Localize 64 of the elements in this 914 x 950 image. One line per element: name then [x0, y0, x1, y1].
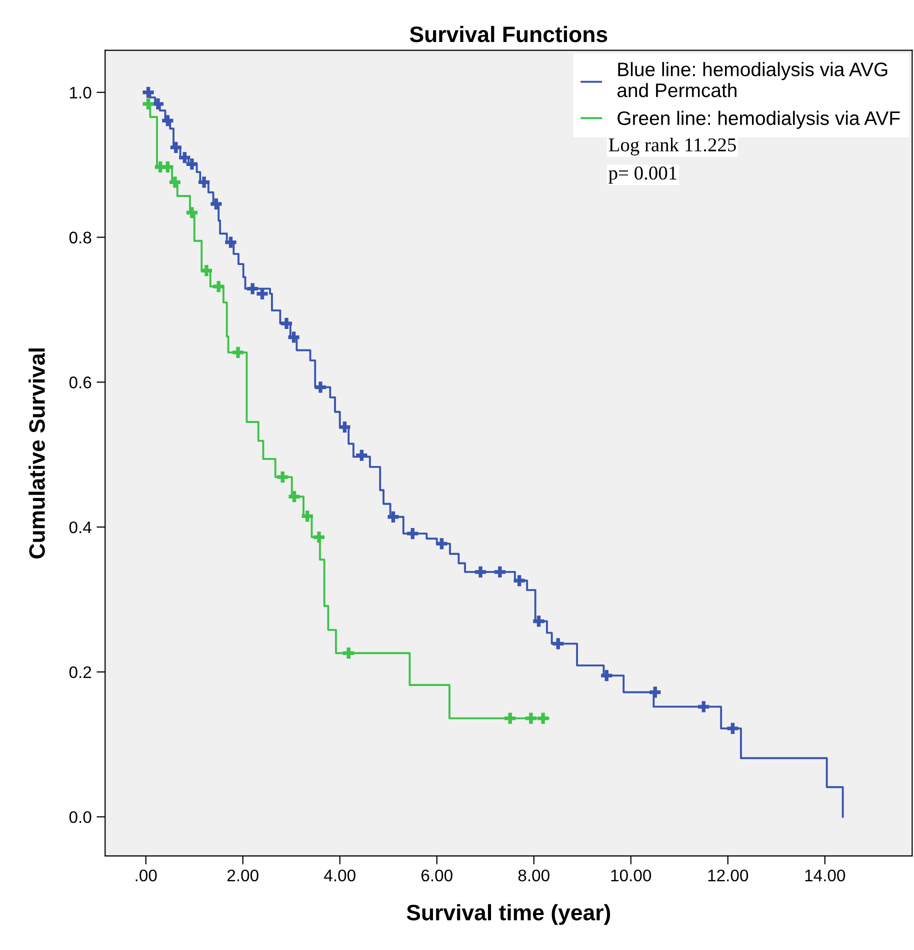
x-tick-label: 14.00 [805, 870, 846, 882]
point [698, 701, 710, 712]
point [256, 288, 268, 300]
point [343, 648, 354, 659]
x-tick-label: 6.00 [421, 870, 452, 882]
point [314, 382, 326, 393]
x-tick-label: 10.00 [611, 870, 652, 882]
point [210, 198, 222, 210]
annotation: Log rank 11.225 [608, 138, 736, 156]
point [277, 472, 288, 483]
legend-label: Blue line: hemodialysis via AVG and Permcath [617, 62, 888, 98]
y-tick-label: 0.0 [69, 811, 92, 824]
point [302, 510, 313, 522]
x-axis-title: Survival time (year) [406, 904, 610, 925]
point [552, 638, 564, 650]
point [225, 236, 236, 248]
point [280, 318, 292, 330]
point [232, 346, 244, 358]
point [142, 98, 154, 110]
annotation: p= 0.001 [608, 166, 676, 184]
point [388, 511, 399, 522]
point [494, 566, 506, 578]
point [650, 686, 661, 698]
point [142, 86, 154, 98]
y-tick-label: 0.8 [69, 232, 92, 244]
point [179, 152, 190, 164]
point [727, 722, 738, 734]
x-tick-label: 2.00 [227, 870, 258, 882]
y-tick-label: 0.4 [69, 521, 92, 534]
legend-label: Green line: hemodialysis via AVF [618, 110, 900, 129]
point [288, 491, 300, 502]
point [474, 566, 486, 578]
x-tick-label: .00 [136, 870, 157, 882]
point [313, 532, 325, 543]
point [198, 176, 210, 188]
y-tick-label: 1.0 [70, 86, 92, 99]
x-tick-label: 4.00 [324, 870, 356, 882]
x-tick-label: 12.00 [708, 870, 748, 882]
point [288, 332, 300, 343]
point [170, 142, 182, 153]
point [533, 616, 544, 627]
point [200, 265, 212, 276]
point [538, 712, 549, 724]
x-tick-label: 8.00 [518, 870, 550, 882]
point [186, 207, 198, 218]
point [152, 98, 164, 110]
y-tick-label: 0.6 [69, 376, 92, 388]
point [436, 538, 448, 550]
chart-title: Survival Functions [410, 26, 608, 42]
point [525, 712, 537, 724]
point [213, 280, 224, 292]
point [247, 283, 258, 294]
point [339, 422, 350, 433]
point [504, 712, 516, 724]
point [407, 528, 418, 540]
point [162, 115, 174, 126]
point [162, 161, 174, 173]
point [169, 176, 181, 188]
point [186, 158, 198, 170]
point [601, 670, 612, 682]
y-axis-title: Cumulative Survival [28, 348, 45, 558]
point [514, 575, 525, 586]
y-tick-label: 0.2 [69, 666, 92, 678]
point [356, 450, 368, 461]
